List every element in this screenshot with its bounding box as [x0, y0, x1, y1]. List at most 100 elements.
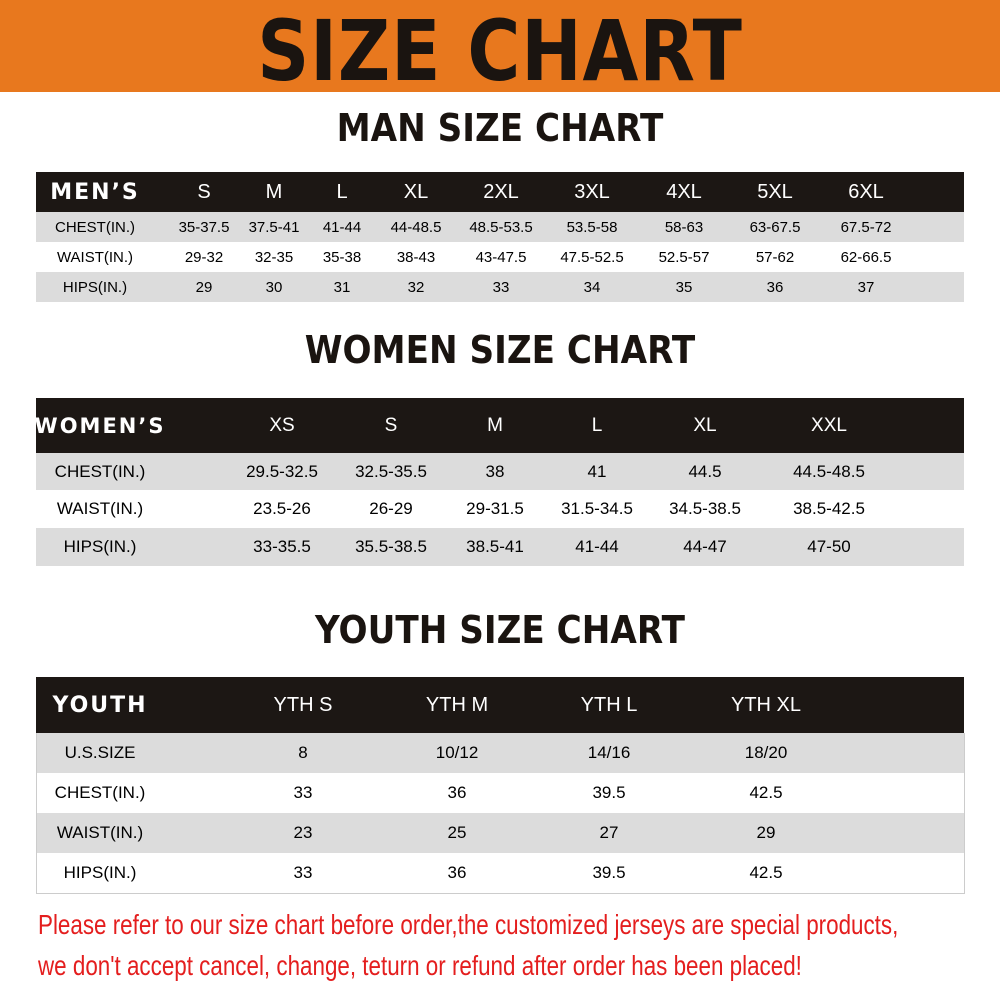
men-title: MAN SIZE CHART	[336, 106, 664, 150]
youth-row-chestin: CHEST(IN.) 33 36 39.5 42.5	[36, 773, 964, 813]
cell-value: 33	[492, 278, 510, 296]
size-label: XL	[403, 180, 429, 203]
men-row-hipsin: HIPS(IN.) 29 30 31 32 33 34 35 36 37	[36, 272, 964, 302]
cell-value: 33	[293, 863, 313, 882]
cell-value: 35-37.5	[178, 218, 230, 236]
cell-value: 23.5-26	[253, 499, 311, 518]
men-table: MEN’S S M L XL 2XL 3XL 4XL 5XL 6XL CHEST(IN.) 35-37…	[36, 172, 964, 302]
row-label: CHEST(IN.)	[54, 461, 146, 481]
notice-line-2: we don't accept cancel, change, teturn o…	[38, 950, 802, 981]
cell-value: 29-32	[184, 248, 224, 266]
cell-value: 47-50	[807, 537, 851, 556]
cell-value: 32.5-35.5	[355, 461, 427, 481]
size-label: 4XL	[666, 180, 702, 203]
row-label: CHEST(IN.)	[55, 218, 135, 236]
cell-value: 44-48.5	[390, 218, 442, 236]
size-label: M	[265, 180, 283, 203]
size-label: YTH XL	[730, 693, 802, 716]
cell-value: 14/16	[587, 743, 631, 762]
size-label: S	[384, 414, 398, 436]
men-row-chestin: CHEST(IN.) 35-37.5 37.5-41 41-44 44-48.5 48.5…	[36, 212, 964, 242]
cell-value: 38	[485, 461, 505, 481]
women-header-row: WOMEN’S XS S M L XL XXL	[34, 398, 964, 453]
women-title: WOMEN SIZE CHART	[304, 328, 696, 372]
youth-header-label: YOUTH	[52, 692, 148, 718]
cell-value: 29.5-32.5	[246, 461, 318, 481]
women-row-waistin: WAIST(IN.) 23.5-26 26-29 29-31.5 31.5-34.5 34…	[36, 490, 964, 528]
cell-value: 36	[447, 863, 467, 882]
cell-value: 27	[599, 823, 619, 842]
youth-row-waistin: WAIST(IN.) 23 25 27 29	[36, 813, 964, 853]
cell-value: 32-35	[254, 248, 294, 266]
cell-value: 10/12	[435, 743, 479, 762]
cell-value: 41	[587, 461, 607, 481]
cell-value: 35	[675, 278, 693, 296]
cell-value: 23	[293, 823, 313, 842]
youth-row-hipsin: HIPS(IN.) 33 36 39.5 42.5	[36, 853, 964, 893]
size-label: YTH M	[425, 693, 489, 716]
cell-value: 29-31.5	[466, 499, 524, 518]
cell-value: 67.5-72	[840, 218, 892, 236]
cell-value: 34.5-38.5	[669, 499, 741, 518]
men-row-waistin: WAIST(IN.) 29-32 32-35 35-38 38-43 43-47.5 47.…	[36, 242, 964, 272]
row-label: WAIST(IN.)	[56, 499, 144, 518]
cell-value: 31.5-34.5	[561, 499, 633, 518]
cell-value: 43-47.5	[475, 248, 527, 266]
cell-value: 8	[298, 743, 308, 762]
cell-value: 38.5-41	[466, 537, 524, 556]
women-header-label: WOMEN’S	[34, 413, 166, 438]
cell-value: 34	[583, 278, 601, 296]
size-label: S	[197, 180, 211, 203]
cell-value: 29	[756, 823, 776, 842]
cell-value: 58-63	[664, 218, 704, 236]
size-label: YTH S	[273, 693, 333, 716]
size-label: 6XL	[848, 180, 884, 203]
cell-value: 36	[766, 278, 784, 296]
row-label: HIPS(IN.)	[62, 278, 128, 296]
cell-value: 35.5-38.5	[355, 537, 427, 556]
row-label: HIPS(IN.)	[63, 537, 137, 556]
cell-value: 62-66.5	[840, 248, 892, 266]
size-label: XXL	[811, 414, 847, 436]
cell-value: 36	[447, 783, 467, 802]
women-table: WOMEN’S XS S M L XL XXL CHEST(IN.) 29.5-32.5 32.5…	[34, 398, 964, 566]
cell-value: 30	[265, 278, 283, 296]
cell-value: 47.5-52.5	[560, 248, 624, 266]
size-label: 5XL	[757, 180, 793, 203]
size-label: L	[591, 414, 603, 436]
cell-value: 38.5-42.5	[793, 499, 865, 518]
youth-title: YOUTH SIZE CHART	[314, 608, 685, 652]
banner-title: SIZE CHART	[257, 2, 743, 100]
women-row-hipsin: HIPS(IN.) 33-35.5 35.5-38.5 38.5-41 41-44 44-…	[36, 528, 964, 566]
row-label: CHEST(IN.)	[54, 783, 146, 802]
cell-value: 32	[407, 278, 425, 296]
youth-header-row: YOUTH YTH S YTH M YTH L YTH XL	[36, 677, 964, 733]
row-label: U.S.SIZE	[64, 743, 136, 762]
cell-value: 44.5-48.5	[793, 461, 865, 481]
cell-value: 63-67.5	[749, 218, 801, 236]
cell-value: 33	[293, 783, 313, 802]
size-label: 3XL	[574, 180, 610, 203]
youth-table: YOUTH YTH S YTH M YTH L YTH XL U.S.SIZE 8 10/12…	[36, 677, 964, 893]
youth-table-border	[36, 733, 965, 894]
women-row-chestin: CHEST(IN.) 29.5-32.5 32.5-35.5 38 41 44.5 44.5…	[36, 453, 964, 490]
cell-value: 18/20	[744, 743, 788, 762]
cell-value: 37.5-41	[248, 218, 300, 236]
cell-value: 48.5-53.5	[469, 218, 533, 236]
size-label: 2XL	[483, 180, 519, 203]
row-label: WAIST(IN.)	[56, 823, 144, 842]
banner: SIZE CHART	[0, 0, 1000, 100]
cell-value: 41-44	[575, 537, 619, 556]
size-label: L	[336, 180, 348, 203]
cell-value: 57-62	[755, 248, 795, 266]
cell-value: 31	[333, 278, 351, 296]
row-label: WAIST(IN.)	[56, 248, 134, 266]
cell-value: 38-43	[396, 248, 436, 266]
youth-row-ussize: U.S.SIZE 8 10/12 14/16 18/20	[36, 733, 964, 773]
cell-value: 41-44	[322, 218, 362, 236]
men-header-label: MEN’S	[50, 179, 140, 205]
cell-value: 33-35.5	[253, 537, 311, 556]
size-label: XL	[693, 414, 717, 436]
row-label: HIPS(IN.)	[63, 863, 137, 882]
men-header-row: MEN’S S M L XL 2XL 3XL 4XL 5XL 6XL	[36, 172, 964, 212]
